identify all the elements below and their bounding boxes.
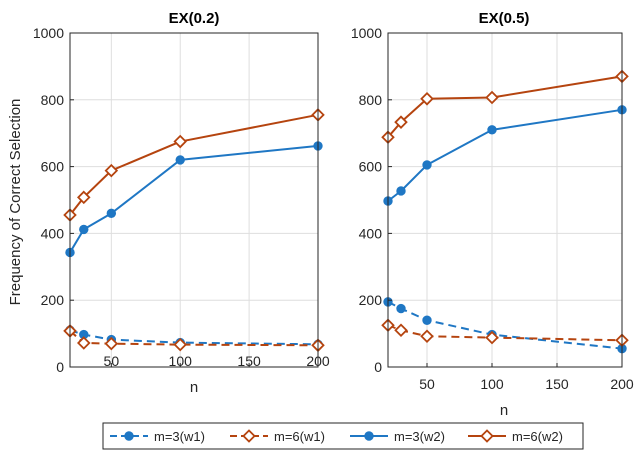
data-point <box>173 134 187 149</box>
data-point <box>485 90 499 105</box>
data-point <box>106 208 117 219</box>
legend: m=3(w1) m=6(w1) m=3(w2) m=6(w2) <box>102 422 584 450</box>
legend-marker <box>364 431 374 441</box>
data-point <box>422 315 432 325</box>
legend-label: m=3(w1) <box>154 429 205 444</box>
y-tick-label: 600 <box>41 159 65 175</box>
y-tick-label: 0 <box>56 359 64 375</box>
data-point <box>487 125 497 135</box>
y-tick-label: 800 <box>41 92 65 108</box>
legend-label: m=3(w2) <box>394 429 445 444</box>
x-tick-label: 150 <box>545 376 569 392</box>
data-point <box>104 163 119 178</box>
data-point <box>175 155 185 165</box>
legend-label: m=6(w2) <box>512 429 563 444</box>
series-line <box>69 113 319 216</box>
panel-ex-0-2: EX(0.2) 0 200 400 600 800 1000 50 100 150 200 n <box>33 10 330 396</box>
y-tick-label: 200 <box>359 292 383 308</box>
data-point <box>394 115 408 129</box>
legend-label: m=6(w1) <box>274 429 325 444</box>
x-tick-label: 100 <box>480 376 504 392</box>
x-tick-label: 200 <box>306 353 330 369</box>
data-point <box>396 303 406 314</box>
series-line <box>69 144 319 253</box>
panel-ex-0-5: EX(0.5) 0 200 400 600 800 1000 50 100 150 200 n <box>351 10 634 419</box>
y-tick-label: 1000 <box>33 25 64 41</box>
data-point <box>485 330 499 345</box>
legend-marker <box>124 431 134 441</box>
panel-title: EX(0.5) <box>479 10 530 27</box>
y-tick-label: 1000 <box>351 25 382 41</box>
series-line <box>387 300 623 350</box>
y-tick-label: 200 <box>41 292 65 308</box>
x-tick-label: 50 <box>419 376 435 392</box>
y-tick-label: 800 <box>359 92 383 108</box>
y-tick-label: 600 <box>359 159 383 175</box>
axes-box <box>69 32 319 368</box>
data-point <box>422 160 432 170</box>
panel-plot: 0 200 400 600 800 1000 50 100 150 200 <box>33 25 330 375</box>
data-point <box>77 190 91 205</box>
x-tick-label: 50 <box>104 353 120 369</box>
data-point <box>420 329 434 344</box>
data-point <box>394 323 408 338</box>
legend-marker <box>242 429 256 443</box>
data-point <box>79 224 89 235</box>
x-axis-label: n <box>190 379 198 396</box>
x-axis-label: n <box>500 402 508 419</box>
y-axis-label: Frequency of Correct Selection <box>7 99 24 306</box>
x-tick-label: 150 <box>237 353 261 369</box>
panel-title: EX(0.2) <box>169 10 220 27</box>
panel-plot: 0 200 400 600 800 1000 50 100 150 200 <box>351 25 634 392</box>
x-tick-label: 200 <box>610 376 634 392</box>
series-line <box>387 108 623 202</box>
y-tick-label: 400 <box>41 225 65 241</box>
y-tick-label: 400 <box>359 225 383 241</box>
data-point <box>77 336 91 350</box>
legend-marker <box>480 429 494 443</box>
x-tick-label: 100 <box>169 353 193 369</box>
data-point <box>420 92 434 106</box>
data-point <box>396 186 406 196</box>
data-point <box>104 336 119 351</box>
data-point <box>173 337 187 352</box>
y-tick-label: 0 <box>374 359 382 375</box>
axes-box <box>387 32 623 368</box>
